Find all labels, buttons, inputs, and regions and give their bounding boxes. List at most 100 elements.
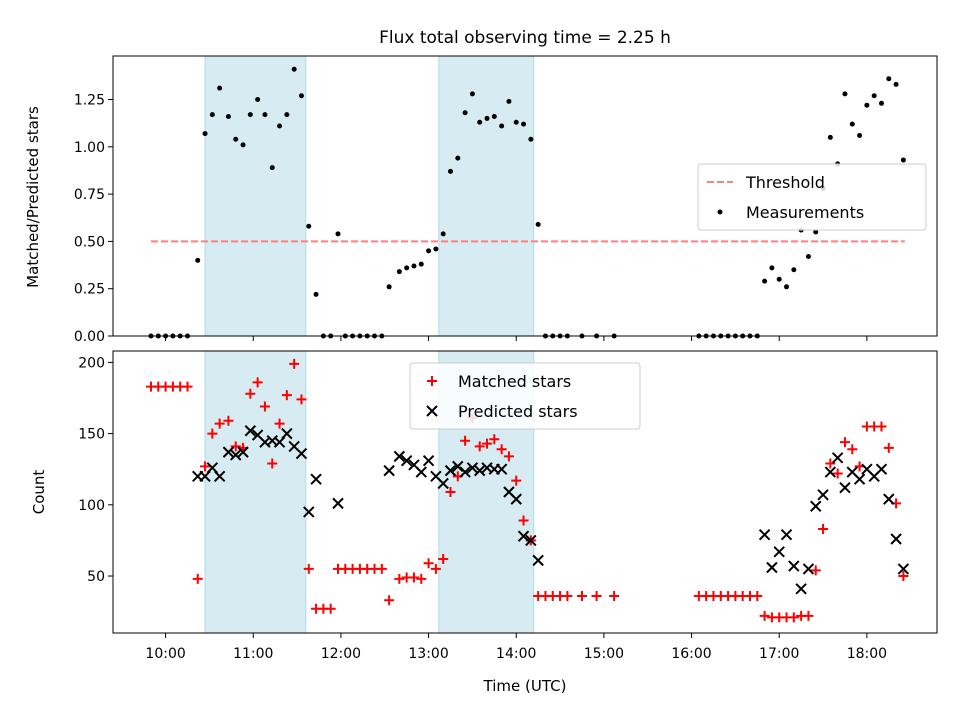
top-measurements-marker xyxy=(202,131,208,137)
bottom-predicted-stars-marker xyxy=(400,454,413,467)
top-measurements-marker xyxy=(900,157,906,163)
top-legend-box xyxy=(697,163,927,231)
top-measurements-marker xyxy=(262,112,268,118)
top-measurements-marker xyxy=(499,123,505,129)
top-measurements-marker xyxy=(240,142,246,148)
bottom-predicted-stars-marker xyxy=(495,463,508,475)
top-measurements-marker xyxy=(878,100,884,106)
bottom-matched-stars-marker xyxy=(182,381,193,392)
bottom-matched-stars-marker xyxy=(832,468,843,479)
top-measurements-marker xyxy=(447,168,453,174)
bottom-x-tick-label: 13:00 xyxy=(408,646,448,662)
top-measurements-marker xyxy=(886,76,892,82)
bottom-matched-stars-marker xyxy=(460,435,471,446)
top-measurements-marker xyxy=(269,165,275,171)
bottom-matched-stars-marker xyxy=(496,444,507,455)
bottom-matched-stars-marker xyxy=(752,590,763,601)
top-measurements-marker xyxy=(217,85,223,91)
bottom-matched-stars-marker xyxy=(274,418,285,429)
bottom-matched-stars-marker xyxy=(438,553,449,564)
bottom-matched-stars-marker xyxy=(818,524,829,535)
bottom-matched-stars-marker xyxy=(296,394,307,405)
bottom-x-tick-label: 17:00 xyxy=(759,646,799,662)
top-measurements-marker xyxy=(233,136,239,142)
top-measurements-marker xyxy=(535,221,541,227)
bottom-y-tick-label: 100 xyxy=(78,498,105,514)
top-measurements-marker xyxy=(762,278,768,284)
top-measurements-marker xyxy=(469,91,475,97)
top-measurements-marker xyxy=(784,284,790,290)
top-measurements-marker xyxy=(776,276,782,282)
top-measurements-marker xyxy=(284,112,290,118)
top-measurements-marker xyxy=(396,269,402,275)
bottom-matched-stars-marker xyxy=(325,603,336,614)
top-measurements-marker xyxy=(827,134,833,140)
top-legend-label: Threshold xyxy=(745,173,825,192)
bottom-predicted-stars-marker xyxy=(230,449,242,461)
bottom-predicted-stars-marker xyxy=(824,466,837,478)
bottom-predicted-stars-marker xyxy=(415,466,427,478)
bottom-matched-stars-marker xyxy=(376,563,387,574)
bottom-predicted-stars-marker xyxy=(444,464,457,477)
top-legend-measurements-handle xyxy=(717,209,723,215)
bottom-legend-label: Matched stars xyxy=(458,372,571,391)
bottom-matched-stars-marker xyxy=(384,595,395,606)
top-measurements-marker xyxy=(255,97,261,103)
bottom-predicted-stars-marker xyxy=(532,554,544,567)
top-y-tick-label: 0.75 xyxy=(74,187,105,203)
bottom-matched-stars-marker xyxy=(430,563,441,574)
bottom-predicted-stars-marker xyxy=(437,477,449,490)
bottom-matched-stars-marker xyxy=(214,418,225,429)
top-measurements-marker xyxy=(521,121,527,127)
top-measurements-marker xyxy=(426,248,432,254)
bottom-matched-stars-marker xyxy=(416,573,427,584)
top-y-tick-label: 0.50 xyxy=(74,234,105,250)
bottom-matched-stars-marker xyxy=(445,487,456,497)
top-measurements-marker xyxy=(813,229,819,235)
top-measurements-marker xyxy=(849,121,855,127)
bottom-predicted-stars-marker xyxy=(474,464,486,477)
top-y-axis-label: Matched/Predicted stars xyxy=(24,106,42,288)
bottom-matched-stars-marker xyxy=(511,475,522,486)
bottom-x-axis-label: Time (UTC) xyxy=(483,677,567,695)
bottom-shaded-interval xyxy=(204,350,307,634)
bottom-matched-stars-marker xyxy=(230,441,241,452)
bottom-x-tick-label: 14:00 xyxy=(496,646,536,662)
bottom-predicted-stars-marker xyxy=(332,497,344,510)
bottom-matched-stars-marker xyxy=(810,565,821,576)
bottom-matched-stars-marker xyxy=(223,415,234,426)
top-axes-frame xyxy=(112,55,938,337)
top-measurements-marker xyxy=(769,265,775,271)
top-measurements-marker xyxy=(440,231,446,237)
bottom-matched-stars-marker xyxy=(289,358,300,369)
bottom-predicted-stars-marker xyxy=(890,533,902,545)
bottom-predicted-stars-marker xyxy=(810,500,822,512)
bottom-x-tick-label: 18:00 xyxy=(847,646,887,662)
bottom-predicted-stars-marker xyxy=(393,450,406,463)
bottom-predicted-stars-marker xyxy=(875,463,888,475)
bottom-y-tick-label: 150 xyxy=(78,427,105,443)
bottom-predicted-stars-marker xyxy=(758,529,771,541)
bottom-predicted-stars-marker xyxy=(788,560,800,572)
bottom-predicted-stars-marker xyxy=(525,534,537,547)
top-measurements-marker xyxy=(298,93,304,99)
bottom-predicted-stars-marker xyxy=(817,489,829,501)
bottom-matched-stars-marker xyxy=(252,377,263,388)
bottom-matched-stars-marker xyxy=(423,558,434,569)
top-y-tick-label: 1.25 xyxy=(74,93,105,109)
top-measurements-marker xyxy=(893,81,899,87)
top-measurements-marker xyxy=(195,257,201,263)
top-measurements-marker xyxy=(455,155,461,161)
bottom-predicted-stars-marker xyxy=(795,583,807,595)
bottom-matched-stars-marker xyxy=(408,572,419,583)
bottom-matched-stars-marker xyxy=(192,573,203,584)
bottom-x-tick-label: 16:00 xyxy=(671,646,711,662)
top-shaded-interval xyxy=(438,55,535,337)
bottom-legend-label: Predicted stars xyxy=(458,402,578,421)
bottom-matched-stars-marker xyxy=(803,610,814,621)
bottom-matched-stars-marker xyxy=(394,573,405,584)
bottom-matched-stars-marker xyxy=(825,458,836,469)
top-y-tick-label: 0.25 xyxy=(74,282,105,298)
top-measurements-marker xyxy=(491,114,497,120)
